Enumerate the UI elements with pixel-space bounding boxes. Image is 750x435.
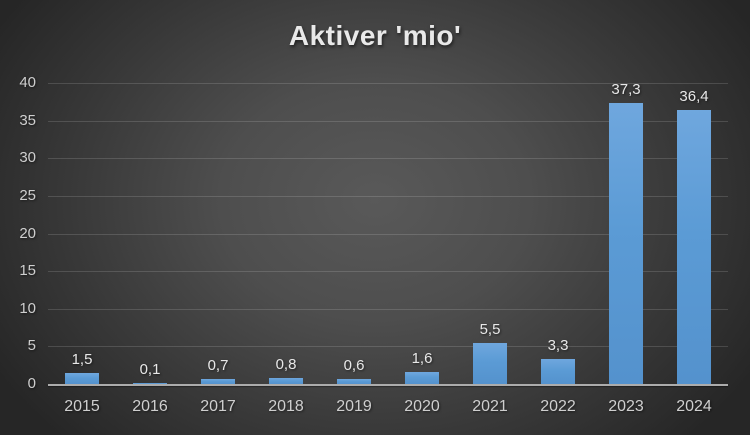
gridline-35 [48, 120, 728, 122]
data-label-2019: 0,6 [343, 357, 365, 374]
data-label-2018: 0,8 [275, 356, 297, 373]
chart-title: Aktiver 'mio' [288, 20, 462, 51]
x-axis-line [48, 384, 728, 386]
x-tick-label-2017: 2017 [200, 398, 236, 415]
data-label-2017: 0,7 [207, 357, 229, 374]
gridline-40 [48, 83, 728, 84]
x-tick-label-2022: 2022 [540, 398, 576, 415]
y-tick-label-30: 30 [19, 149, 36, 167]
bar-2021 [473, 343, 507, 384]
bar-2016 [133, 383, 167, 384]
bar-2020 [405, 372, 439, 384]
y-tick-label-40: 40 [19, 74, 36, 91]
gridline-30 [48, 158, 728, 160]
data-label-2021: 5,5 [479, 321, 501, 338]
bar-2022 [541, 359, 575, 384]
bar-2023 [609, 103, 643, 384]
x-tick-label-2021: 2021 [472, 398, 508, 415]
x-tick-label-2023: 2023 [608, 398, 644, 415]
gridline-20 [48, 233, 728, 235]
y-tick-label-5: 5 [27, 337, 36, 355]
data-label-2016: 0,1 [139, 361, 161, 378]
bar-2015 [65, 373, 99, 384]
y-tick-label-0: 0 [27, 375, 36, 392]
x-tick-label-2019: 2019 [336, 398, 372, 415]
y-tick-label-20: 20 [19, 224, 36, 242]
data-label-2024: 36,4 [679, 88, 709, 105]
x-tick-label-2018: 2018 [268, 398, 304, 415]
y-tick-label-10: 10 [19, 299, 36, 317]
x-tick-label-2024: 2024 [676, 398, 712, 415]
plot-area: 1,5 0,1 0,7 0,8 0,6 1,6 5,5 3,3 37,3 36,4 [48, 81, 728, 384]
data-label-2015: 1,5 [71, 351, 93, 368]
y-tick-label-35: 35 [19, 111, 36, 129]
x-tick-label-2015: 2015 [64, 398, 100, 415]
gridline-10 [48, 308, 728, 310]
y-tick-label-15: 15 [19, 262, 36, 280]
x-tick-label-2016: 2016 [132, 398, 168, 415]
data-label-2023: 37,3 [611, 81, 641, 98]
data-label-2022: 3,3 [547, 337, 569, 354]
bar-2019 [337, 379, 371, 384]
y-tick-label-25: 25 [19, 186, 36, 204]
bar-2018 [269, 378, 303, 384]
gridline-5 [48, 346, 728, 348]
gridline-15 [48, 271, 728, 273]
bar-2017 [201, 379, 235, 384]
data-label-2020: 1,6 [411, 350, 433, 367]
gridline-25 [48, 195, 728, 197]
bar-2024 [677, 110, 711, 384]
x-tick-label-2020: 2020 [404, 398, 440, 415]
